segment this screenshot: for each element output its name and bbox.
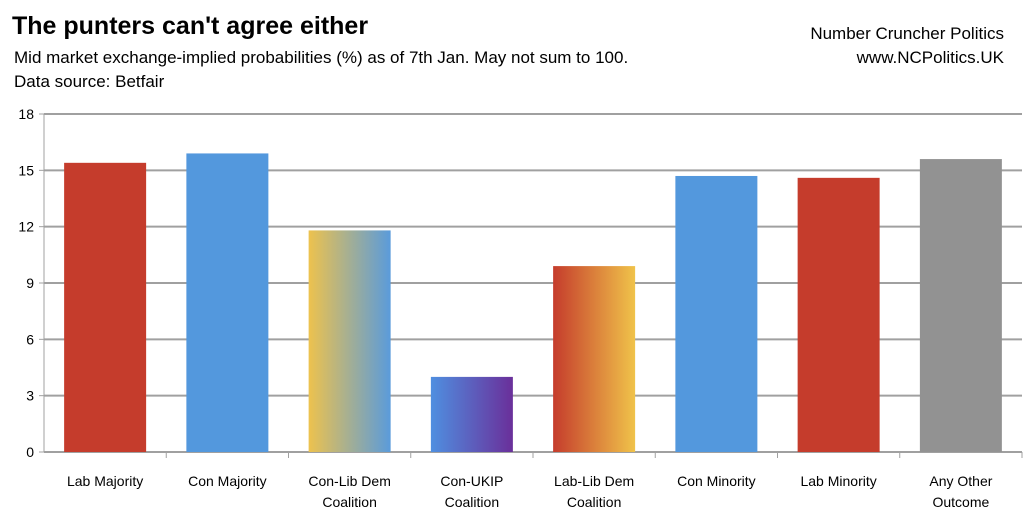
x-tick-label: Con Majority xyxy=(188,473,267,489)
data-source: Data source: Betfair xyxy=(14,72,165,91)
bar xyxy=(797,177,880,452)
bar xyxy=(186,153,269,452)
x-tick-label: Con Minority xyxy=(677,473,756,489)
chart-subtitle: Mid market exchange-implied probabilitie… xyxy=(14,48,629,67)
x-tick-label: Coalition xyxy=(567,494,621,510)
y-tick-label: 3 xyxy=(26,388,34,404)
y-tick-label: 9 xyxy=(26,275,34,291)
chart-title: The punters can't agree either xyxy=(12,12,369,40)
bar xyxy=(553,266,636,452)
x-tick-label: Coalition xyxy=(322,494,376,510)
x-tick-label: Outcome xyxy=(932,494,989,510)
bar xyxy=(675,175,758,452)
x-tick-label: Lab Majority xyxy=(67,473,143,489)
bar xyxy=(64,162,147,453)
y-tick-label: 6 xyxy=(26,331,34,347)
brand-name: Number Cruncher Politics xyxy=(810,24,1004,43)
x-tick-label: Any Other xyxy=(929,473,992,489)
y-tick-label: 12 xyxy=(18,219,34,235)
bar xyxy=(308,230,391,452)
x-tick-label: Con-Lib Dem xyxy=(308,473,390,489)
y-tick-label: 15 xyxy=(18,162,34,178)
x-tick-label: Coalition xyxy=(445,494,499,510)
brand-url: www.NCPolitics.UK xyxy=(856,48,1004,67)
x-tick-label: Lab Minority xyxy=(800,473,876,489)
x-tick-label: Con-UKIP xyxy=(440,473,503,489)
bar xyxy=(919,159,1002,453)
y-tick-label: 18 xyxy=(18,106,34,122)
y-tick-label: 0 xyxy=(26,444,34,460)
x-tick-label: Lab-Lib Dem xyxy=(554,473,634,489)
bar xyxy=(430,376,513,452)
